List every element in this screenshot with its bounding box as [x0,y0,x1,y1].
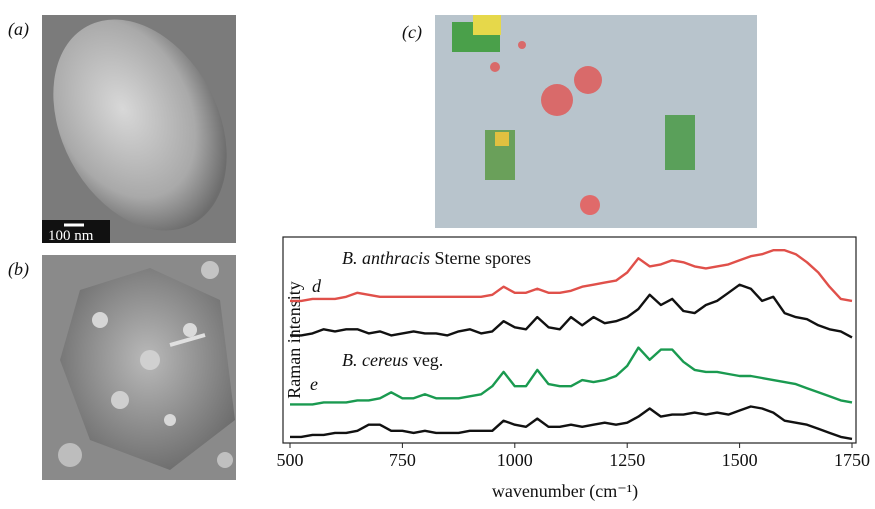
spectrum-line [290,283,853,339]
spectrum-line [290,249,853,303]
plot-frame [282,236,857,444]
scale-bar-label: 100 nm [48,228,94,244]
spectrum-line [290,405,853,441]
annotation: d [312,276,322,296]
raman-map-image-c [435,15,757,228]
annotation-italic: e [310,374,318,394]
annotation-italic: B. anthracis [342,248,430,268]
x-tick-label: 750 [389,450,416,470]
x-tick-label: 1500 [722,450,758,470]
x-axis-label: wavenumber (cm⁻¹) [492,481,638,502]
annotation-italic: d [312,276,322,296]
annotation-text: veg. [413,350,444,370]
sem-image-a: 100 nm [42,15,236,244]
x-tick-label: 1250 [609,450,645,470]
x-tick-label: 1750 [834,450,870,470]
annotation: B. anthracis Sterne spores [342,248,531,268]
panel-label: (b) [8,259,29,280]
panel-label: (a) [8,19,29,40]
panel-label: (c) [402,22,422,43]
y-axis-label: Raman intensity [284,281,304,398]
annotation: e [310,374,318,394]
spectrum-line [290,346,853,406]
annotation-italic: B. cereus [342,350,408,370]
x-tick-label: 500 [277,450,304,470]
annotation: B. cereus veg. [342,350,443,370]
x-tick-label: 1000 [497,450,533,470]
annotation-text: Sterne spores [435,248,531,268]
sem-image-b [42,255,236,480]
plot: 500 750 1000 1250 1500 1750 B. anthracis Stern… [277,248,871,470]
